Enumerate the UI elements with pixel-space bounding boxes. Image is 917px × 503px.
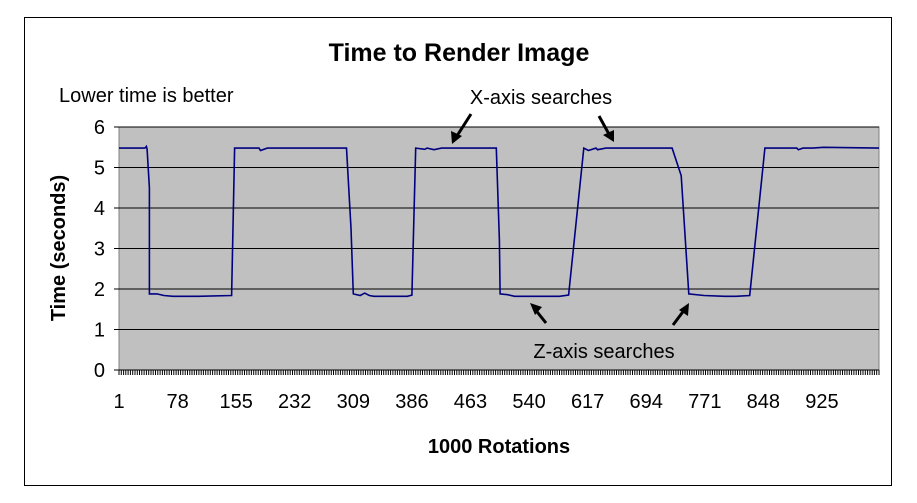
- grid-lines: [119, 126, 879, 371]
- y-tick-labels: 0 1 2 3 4 5 6: [94, 117, 119, 382]
- y-tick-label: 2: [94, 279, 105, 301]
- x-tick-label: 694: [630, 391, 663, 413]
- x-tick-label: 78: [166, 391, 188, 413]
- arrow-to-z-searches-1: [530, 303, 548, 324]
- arrow-to-z-searches-2: [671, 303, 689, 326]
- x-tick-label: 1: [113, 391, 124, 413]
- x-tick-label: 771: [688, 391, 721, 413]
- x-tick-label: 463: [454, 391, 487, 413]
- chart-frame: Time to Render Image Lower time is bette…: [24, 17, 892, 486]
- y-tick-label: 1: [94, 320, 105, 342]
- x-minor-tick-marks: [118, 370, 880, 375]
- y-axis-label: Time (seconds): [48, 175, 70, 321]
- x-tick-label: 540: [512, 391, 545, 413]
- chart-title: Time to Render Image: [329, 39, 590, 67]
- x-tick-label: 617: [571, 391, 604, 413]
- x-tick-label: 386: [395, 391, 428, 413]
- x-tick-label: 155: [219, 391, 252, 413]
- x-tick-labels: 1 78 155 232 309 386 463 540 617 694 771 848 925: [113, 391, 838, 413]
- series-line: [119, 144, 880, 298]
- y-tick-label: 3: [94, 239, 105, 261]
- y-tick-label: 0: [94, 360, 105, 382]
- x-tick-label: 309: [337, 391, 370, 413]
- y-tick-label: 4: [94, 198, 105, 220]
- arrow-to-x-searches-2: [597, 115, 614, 142]
- x-tick-label: 848: [747, 391, 780, 413]
- x-axis-label: 1000 Rotations: [428, 436, 570, 458]
- y-tick-label: 5: [94, 158, 105, 180]
- annotation-z-axis-searches: Z-axis searches: [533, 341, 674, 363]
- annotation-x-axis-searches: X-axis searches: [470, 87, 612, 109]
- line-chart: Time to Render Image Lower time is bette…: [48, 39, 880, 458]
- arrow-to-x-searches-1: [451, 113, 473, 144]
- x-minor-ticks: [118, 370, 880, 375]
- x-tick-label: 232: [278, 391, 311, 413]
- y-tick-label: 6: [94, 117, 105, 139]
- x-tick-label: 925: [805, 391, 838, 413]
- chart-subtitle: Lower time is better: [59, 85, 234, 107]
